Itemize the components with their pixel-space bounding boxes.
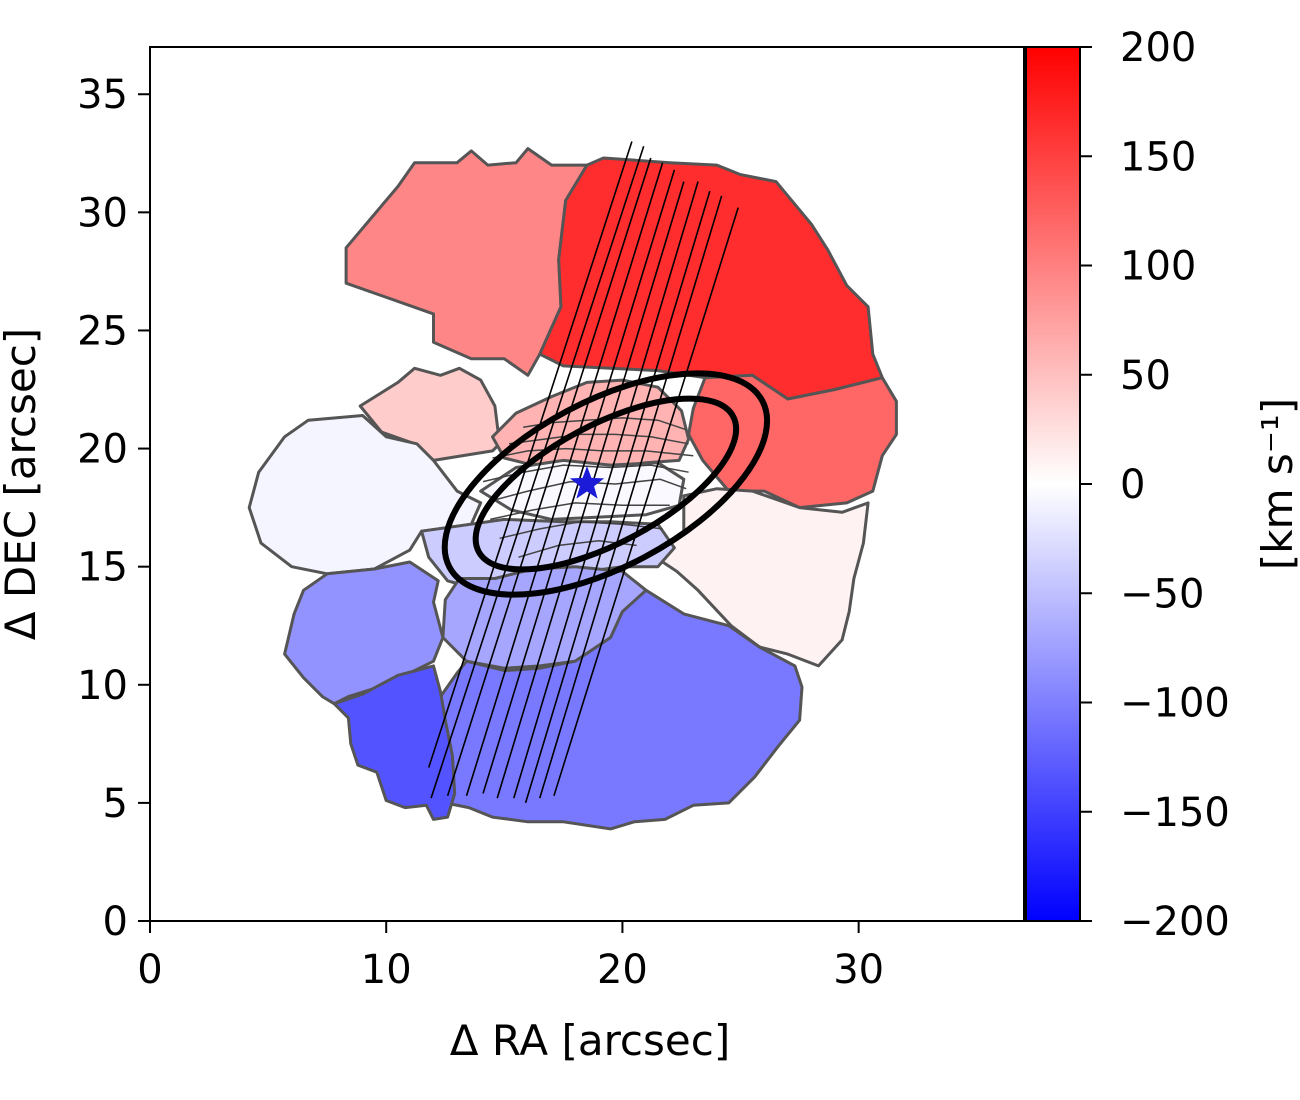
- y-tick-label: 15: [77, 545, 128, 591]
- aperture-ellipses: [441, 370, 771, 598]
- colorbar: 200 150 100 50 0 −50 −100 −150 −200 [km s⁻¹]: [1025, 25, 1300, 945]
- x-tick-label: 10: [361, 947, 412, 993]
- slit-line-2: [446, 157, 652, 797]
- y-tick-label: 5: [103, 781, 128, 827]
- slit-line-1: [430, 145, 645, 799]
- region-nw: [344, 147, 589, 377]
- y-tick-label: 25: [77, 308, 128, 354]
- region-sw-darkblue: [332, 664, 457, 821]
- map-frame: [149, 46, 1025, 922]
- y-tick-label: 20: [77, 427, 128, 473]
- x-axis-ticks: 0 10 20 30: [137, 921, 884, 993]
- colorbar-tick-label: 200: [1120, 25, 1196, 71]
- slit-line-9: [553, 207, 739, 797]
- slit-line-3: [465, 162, 664, 797]
- isoline-2: [492, 447, 694, 459]
- slit-line-0: [427, 141, 633, 768]
- colorbar-tick-label: 100: [1120, 244, 1196, 290]
- colorbar-ticks: 200 150 100 50 0 −50 −100 −150 −200: [1080, 25, 1230, 945]
- isoline-1: [508, 433, 689, 445]
- isoline-6: [499, 521, 663, 540]
- region-east-white: [654, 487, 870, 668]
- x-tick-label: 30: [833, 947, 884, 993]
- x-tick-label: 0: [137, 947, 162, 993]
- ellipse-0: [441, 370, 771, 598]
- colorbar-tick-label: −200: [1120, 899, 1230, 945]
- y-axis-label: Δ DEC [arcsec]: [0, 328, 45, 640]
- y-tick-label: 10: [77, 663, 128, 709]
- colorbar-tick-label: −50: [1120, 571, 1204, 617]
- colorbar-tick-label: 0: [1120, 462, 1145, 508]
- x-tick-label: 20: [597, 947, 648, 993]
- star-marker: [569, 466, 605, 499]
- region-e: [687, 373, 898, 510]
- y-axis-ticks: 0 5 10 15 20 25 30 35: [77, 72, 150, 945]
- slit-line-6: [513, 181, 699, 799]
- map-panel: [149, 46, 1025, 922]
- region-ne: [538, 156, 884, 401]
- isoline-5: [490, 502, 670, 521]
- region-sw-blue: [283, 560, 445, 706]
- colorbar-tick-label: −100: [1120, 681, 1230, 727]
- center-marker: [569, 466, 605, 499]
- slit-line-7: [524, 190, 711, 804]
- colorbar-label: [km s⁻¹]: [1253, 398, 1300, 570]
- velocity-regions: [247, 147, 898, 831]
- colorbar-tick-label: 150: [1120, 134, 1196, 180]
- ellipse-1: [472, 395, 740, 573]
- x-axis-label: Δ RA [arcsec]: [450, 1016, 730, 1065]
- slit-line-8: [538, 195, 723, 799]
- region-west-white: [247, 414, 483, 576]
- y-tick-label: 0: [103, 899, 128, 945]
- colorbar-tick-label: 50: [1120, 353, 1171, 399]
- slit-lines: [427, 141, 739, 804]
- y-tick-label: 30: [77, 190, 128, 236]
- colorbar-tick-label: −150: [1120, 790, 1230, 836]
- colorbar-gradient: [1026, 47, 1080, 921]
- y-tick-label: 35: [77, 72, 128, 118]
